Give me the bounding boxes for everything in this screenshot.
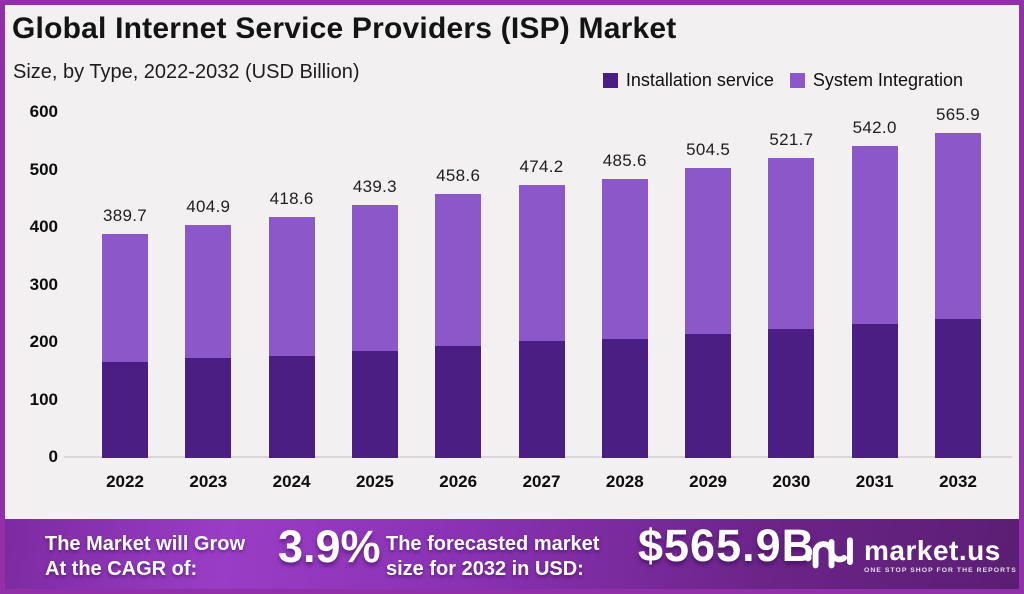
forecast-value: $565.9B [638,520,816,571]
page-title: Global Internet Service Providers (ISP) … [12,12,677,45]
bar-total-label: 565.9 [935,104,981,124]
cagr-label-line2: At the CAGR of: [45,558,198,580]
bar-segment-installation-service [268,355,315,458]
x-axis-label: 2031 [855,472,894,491]
x-axis-label: 2032 [939,472,977,491]
legend-label: Installation service [625,70,774,90]
bar-total-label: 418.6 [269,189,314,209]
cagr-label-line1: The Market will Grow [45,533,246,555]
bar-segment-installation-service [518,340,565,458]
bar-total-label: 485.6 [602,150,647,170]
bar-segment-system-integration [935,132,981,320]
cagr-label: The Market will Grow At the CAGR of: [45,532,245,582]
x-axis-label: 2029 [689,472,727,491]
bar-segment-installation-service [601,338,648,458]
y-axis-tick: 500 [29,159,58,179]
y-axis-tick: 0 [48,447,58,466]
bar-segment-installation-service [351,350,398,458]
bar-segment-system-integration [185,225,232,359]
forecast-label-line1: The forecasted market [386,533,600,555]
bar-segment-system-integration [351,205,398,351]
bar-total-label: 542.0 [852,118,897,138]
logo-text-column: market.us ONE STOP SHOP FOR THE REPORTS [864,534,1017,574]
bar-segment-system-integration [768,158,815,330]
logo-name: market.us [864,534,1001,566]
market-us-logo: market.us ONE STOP SHOP FOR THE REPORTS [803,529,1017,580]
bar-total-label: 458.6 [436,166,481,186]
bar-segment-installation-service [768,329,815,458]
bar-total-label: 504.5 [686,139,731,159]
footer-banner: The Market will Grow At the CAGR of: 3.9… [0,519,1024,594]
forecast-label-line2: size for 2032 in USD: [386,558,584,580]
bar-segment-system-integration [435,194,482,346]
legend: Installation service System Integration [602,70,963,91]
x-axis-label: 2024 [272,472,311,491]
x-axis-label: 2022 [106,472,144,491]
bar-segment-installation-service [851,324,898,458]
bar-segment-installation-service [102,361,148,458]
bar-total-label: 474.2 [519,157,564,177]
x-axis-label: 2027 [522,472,561,491]
x-axis-label: 2028 [605,472,644,491]
bar-segment-installation-service [435,346,482,458]
bar-segment-system-integration [851,146,898,325]
bar-segment-installation-service [185,358,232,458]
bar-segment-installation-service [685,334,732,458]
bar-segment-system-integration [268,217,315,356]
legend-swatch-icon [602,73,618,88]
bar-segment-system-integration [685,167,732,335]
bar-segment-installation-service [935,319,981,458]
legend-swatch-icon [789,73,805,88]
legend-item: Installation service [602,70,774,91]
bar-total-label: 439.3 [352,177,397,197]
x-axis-label: 2025 [355,472,394,491]
bar-segment-system-integration [601,178,648,339]
legend-label: System Integration [812,70,963,90]
cagr-value: 3.9% [278,521,381,572]
forecast-label: The forecasted market size for 2032 in U… [386,532,599,582]
bar-total-label: 389.7 [102,205,148,225]
logo-tagline: ONE STOP SHOP FOR THE REPORTS [864,566,1017,574]
y-axis-tick: 100 [29,389,58,409]
bar-segment-system-integration [518,185,565,341]
bar-total-label: 521.7 [769,130,814,150]
y-axis-tick: 600 [29,102,58,121]
bar-segment-system-integration [102,233,148,362]
x-axis-label: 2030 [772,472,811,491]
bar-total-label: 404.9 [186,197,231,217]
y-axis-tick: 300 [29,274,58,294]
x-axis-label: 2026 [439,472,478,491]
legend-item: System Integration [789,70,963,91]
y-axis-tick: 400 [29,217,58,236]
chart-subtitle: Size, by Type, 2022-2032 (USD Billion) [13,61,360,83]
x-axis-label: 2023 [189,472,228,491]
y-axis-tick: 200 [29,332,58,351]
market-us-logo-mark-icon [803,529,855,580]
stacked-bar-chart: 0 100 200 300 400 500 600 389.7 2022 404.9 2023 418… [30,102,1012,491]
